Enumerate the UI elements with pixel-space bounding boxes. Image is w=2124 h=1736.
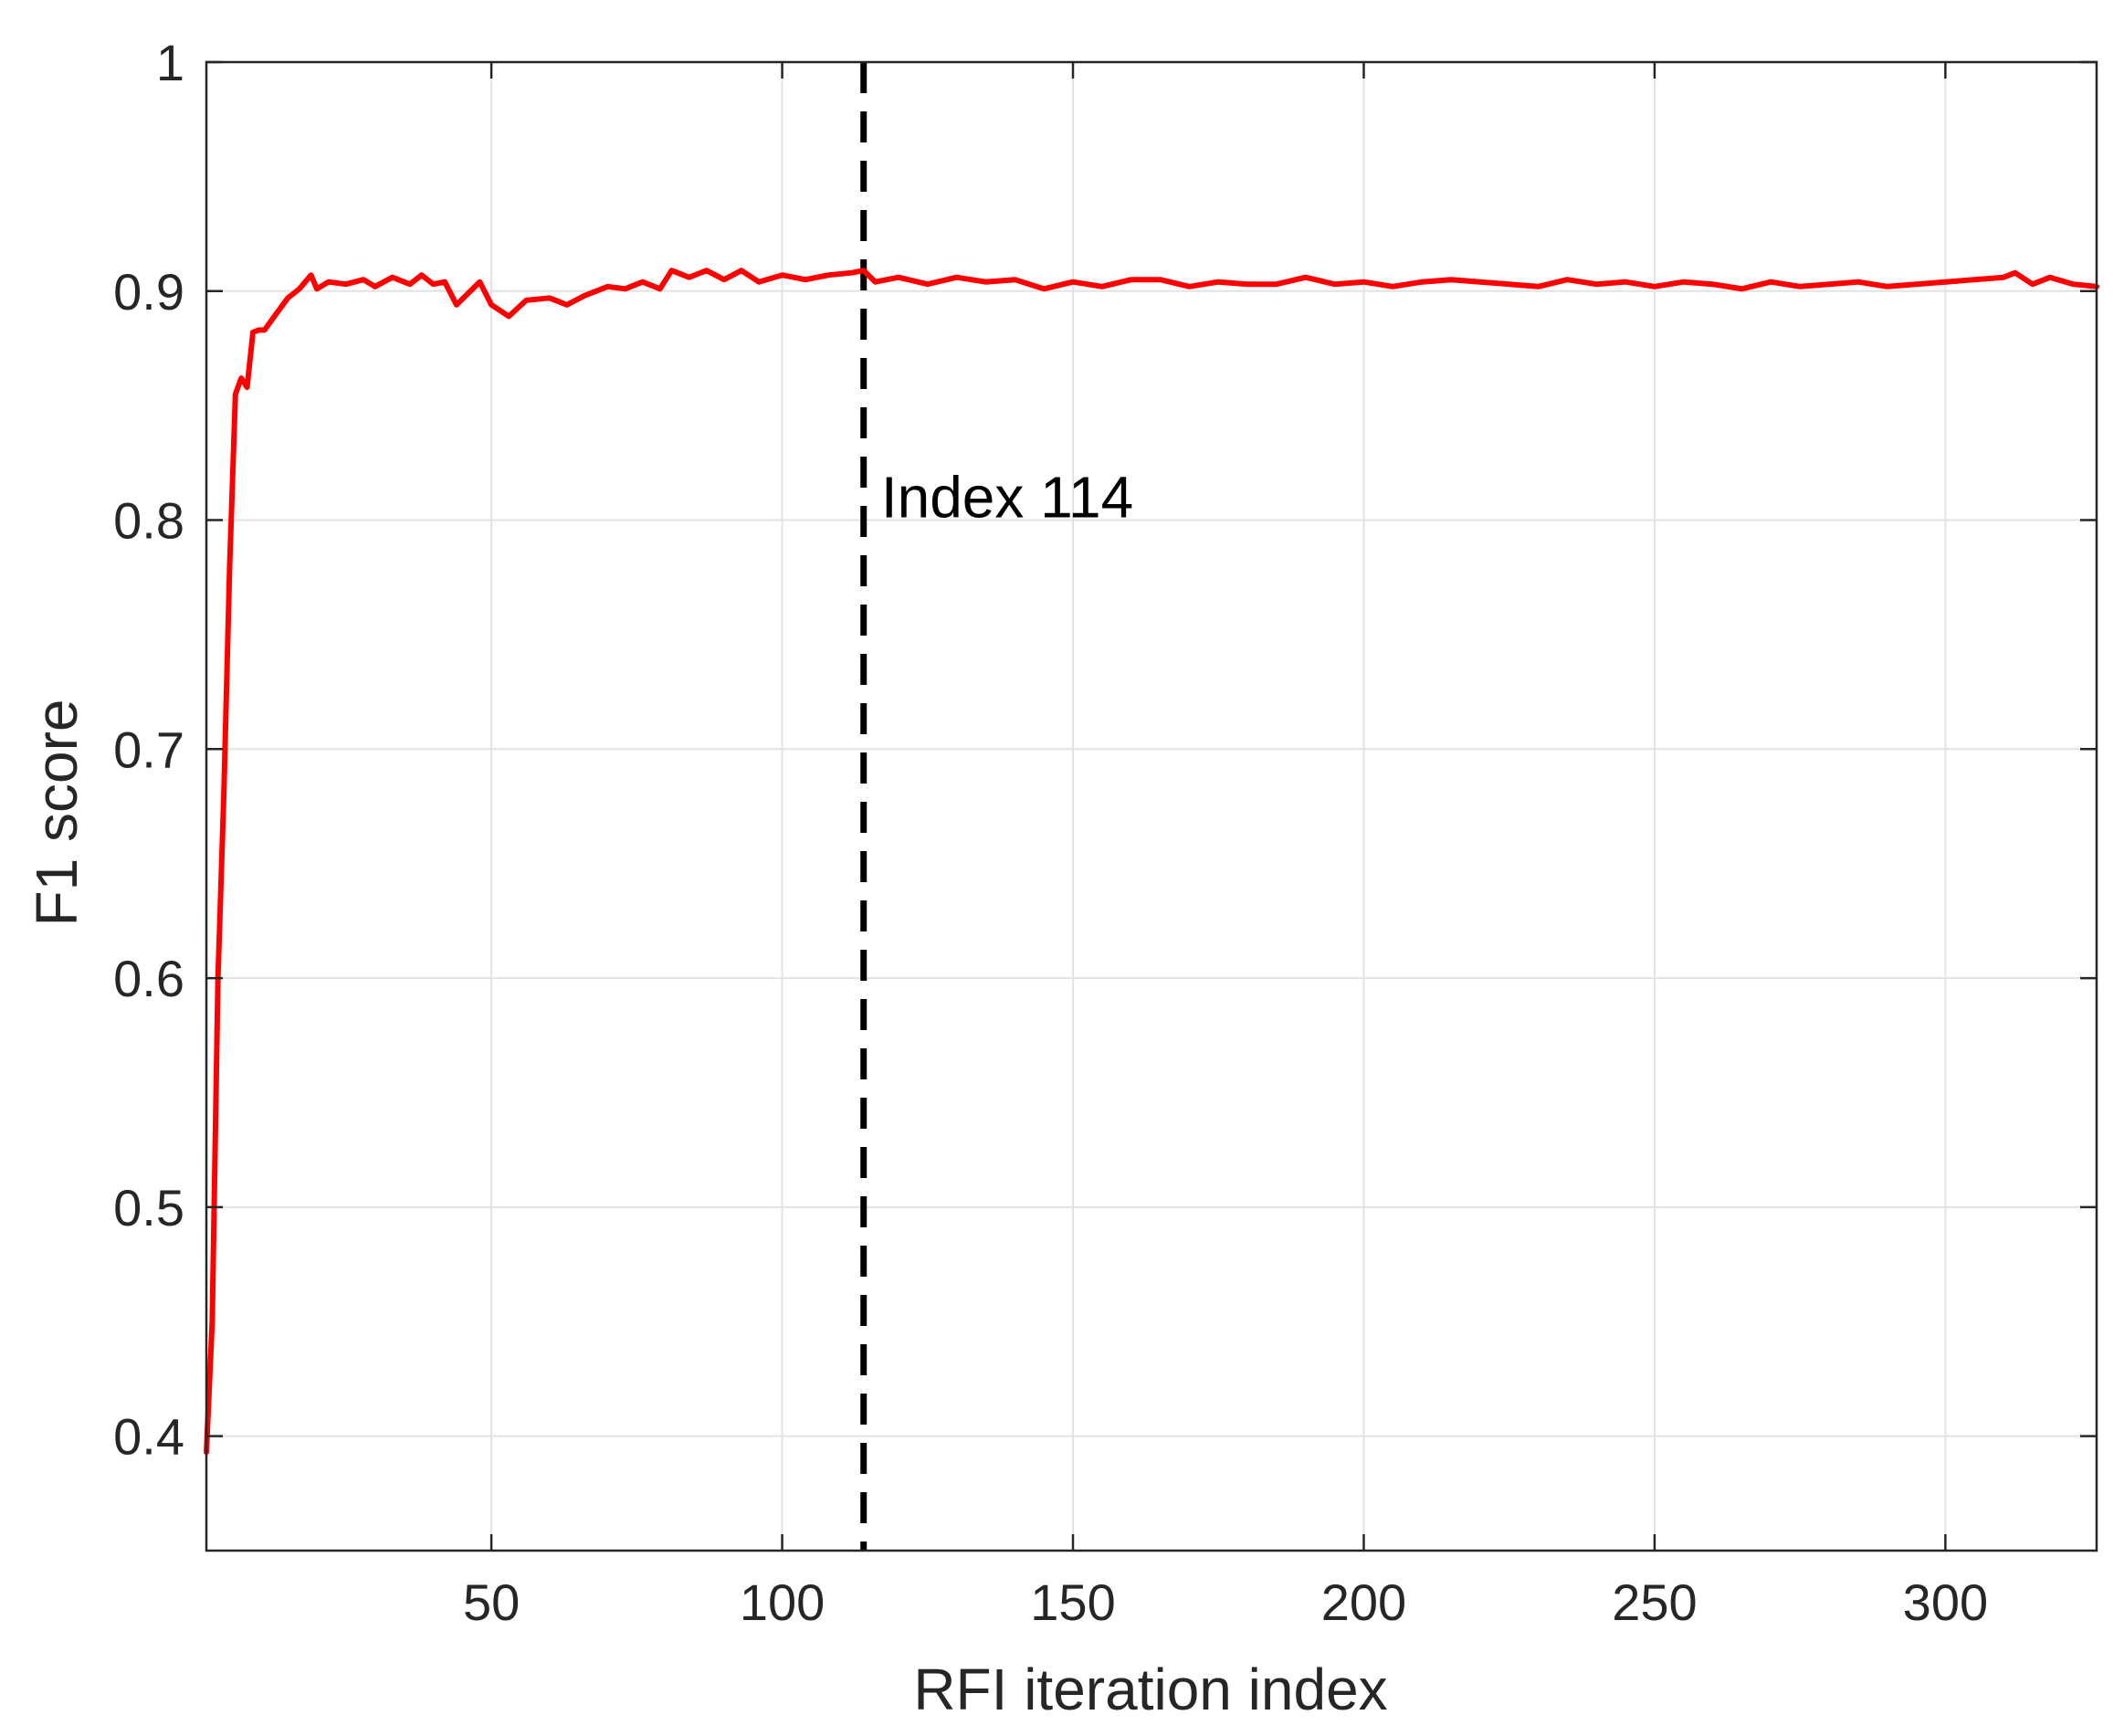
y-tick-label: 0.9 [113, 263, 184, 321]
x-tick-label: 100 [740, 1573, 825, 1631]
y-axis-label: F1 score [24, 700, 89, 927]
f1-score-series-line [204, 268, 2099, 1456]
x-tick-label: 150 [1030, 1573, 1115, 1631]
x-tick-label: 250 [1612, 1573, 1697, 1631]
axes-box [205, 60, 2098, 1552]
tick-labels: 50 100 150 200 250 300 0.4 0.5 0.6 0.7 0.8 0.9 1 [113, 34, 1988, 1631]
x-tick-label: 200 [1321, 1573, 1406, 1631]
y-tick-label: 0.5 [113, 1179, 184, 1236]
x-axis-label: RFI iteration index [913, 1657, 1387, 1722]
y-tick-label: 0.6 [113, 950, 184, 1007]
axes [205, 60, 2098, 1552]
index-annotation: Index 114 [881, 464, 1133, 530]
x-tick-label: 50 [463, 1573, 520, 1631]
y-tick-label: 1 [156, 34, 184, 91]
plot-area [204, 62, 2099, 1551]
y-tick-label: 0.7 [113, 721, 184, 778]
y-tick-label: 0.8 [113, 492, 184, 550]
y-tick-label: 0.4 [113, 1408, 184, 1466]
x-tick-label: 300 [1903, 1573, 1988, 1631]
